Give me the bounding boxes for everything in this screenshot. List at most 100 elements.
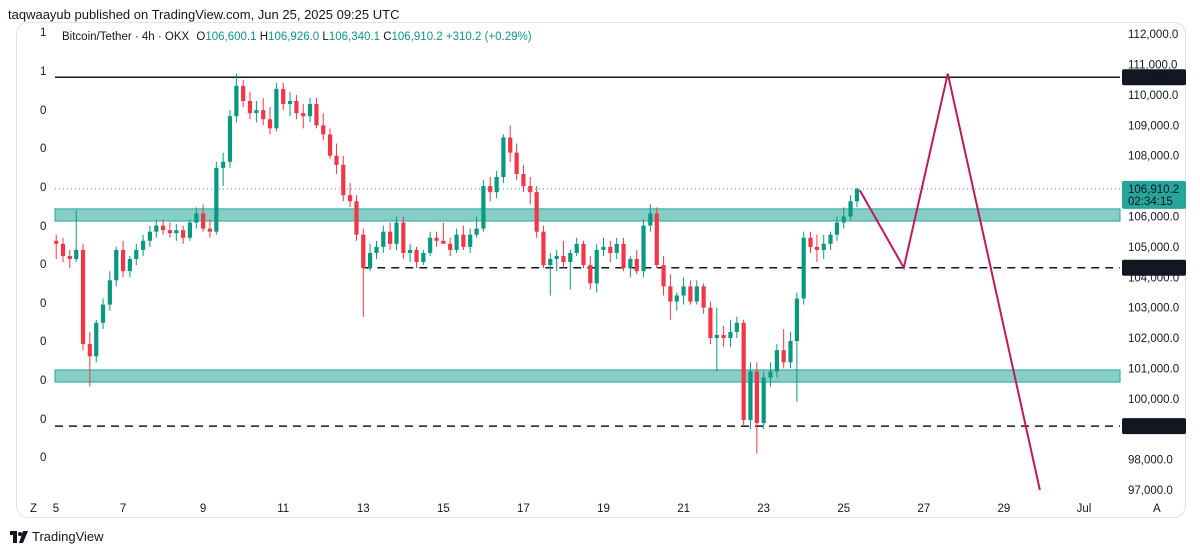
candle-body	[794, 298, 799, 342]
candle-body	[714, 334, 719, 339]
candle-body	[801, 237, 806, 299]
time-axis[interactable]: 5 7 9 11 13 15 17 19 21 23 25 27 29 Jul	[53, 503, 1092, 515]
y-tick-label: 98,000.0	[1128, 455, 1173, 467]
brand-label: TradingView	[32, 529, 104, 544]
candle-body	[334, 155, 339, 165]
candle-body	[254, 110, 259, 114]
candle-body	[287, 101, 293, 105]
candle-body	[761, 377, 766, 424]
last-price-tag	[1122, 180, 1186, 209]
level-price-tag	[1122, 418, 1186, 435]
candle-body	[201, 213, 206, 229]
candle-body	[701, 286, 706, 308]
last-price-value: 106,910.2	[1128, 184, 1179, 196]
candle-body	[534, 192, 539, 232]
candle-body	[161, 225, 166, 231]
candle-body	[568, 252, 573, 263]
y-tick-label: 109,000.0	[1128, 120, 1179, 132]
x-tick-label: 13	[357, 503, 370, 515]
left-scale-label: 1	[40, 27, 46, 39]
candle-body	[561, 255, 566, 263]
projection-line	[858, 73, 1041, 491]
candle-body	[601, 246, 606, 250]
symbol-label[interactable]: Bitcoin/Tether · 4h · OKX	[62, 31, 190, 43]
candle-body	[187, 222, 193, 238]
x-tick-label: Jul	[1077, 503, 1092, 515]
candle-body	[314, 104, 319, 126]
left-scale-label: 0	[40, 336, 46, 348]
candle-body	[494, 176, 499, 193]
candle-body	[421, 252, 426, 263]
left-scale-label: 0	[40, 221, 46, 233]
candle-body	[194, 213, 199, 223]
tradingview-brand[interactable]: TradingView	[10, 529, 104, 544]
candle-body	[167, 230, 173, 234]
left-scale-label: 0	[40, 259, 46, 271]
candle-body	[508, 137, 513, 153]
candle-body	[548, 259, 553, 266]
candle-body	[294, 101, 299, 114]
candle-body	[147, 231, 152, 241]
left-scale-label: 0	[40, 182, 46, 194]
close-label: C	[383, 31, 392, 43]
x-tick-label: 17	[517, 503, 530, 515]
x-tick-label: 23	[757, 503, 770, 515]
x-tick-label: 25	[837, 503, 850, 515]
candle-body	[821, 243, 826, 250]
level-price-tag	[1122, 69, 1186, 86]
candle-body	[828, 234, 833, 244]
candle-body	[721, 334, 726, 339]
y-tick-label: 97,000.0	[1128, 485, 1173, 497]
candle-body	[661, 265, 666, 287]
y-tick-label: 100,000.0	[1128, 394, 1179, 406]
open-value: 106,600.1	[205, 31, 257, 43]
corner-label-left: Z	[30, 503, 37, 515]
low-value: 106,340.1	[328, 31, 380, 43]
candle-body	[367, 252, 373, 269]
candle-body	[774, 350, 779, 372]
candle-body	[634, 259, 639, 272]
high-label: H	[259, 31, 269, 43]
candle-body	[181, 230, 186, 238]
candle-body	[541, 231, 546, 266]
candle-body	[261, 110, 266, 120]
candle-body	[134, 249, 139, 260]
candle-body	[461, 234, 466, 247]
candle-body	[674, 295, 679, 302]
candle-body	[401, 222, 406, 253]
candle-body	[120, 249, 126, 272]
candle-body	[281, 88, 286, 105]
candle-body	[321, 125, 326, 135]
candle-body	[834, 222, 840, 235]
candle-body	[848, 201, 853, 217]
candle-body	[428, 237, 433, 253]
candle-body	[501, 137, 506, 177]
candle-body	[694, 286, 699, 302]
candle-body	[554, 255, 559, 260]
candle-body	[574, 243, 579, 253]
y-tick-label: 105,000.0	[1128, 242, 1179, 254]
candle-body	[174, 230, 179, 234]
y-tick-label: 111,000.0	[1128, 60, 1177, 72]
level-price-tag-text: 99,102.4	[1128, 421, 1173, 433]
candle-body	[80, 249, 86, 345]
candle-body	[481, 186, 486, 229]
high-value: 106,926.0	[268, 31, 320, 43]
candle-body	[267, 119, 273, 129]
x-tick-label: 5	[53, 503, 59, 515]
low-label: L	[322, 31, 329, 43]
x-tick-label: 21	[677, 503, 690, 515]
candle-body	[354, 201, 359, 235]
last-price-countdown: 02:34:15	[1128, 196, 1173, 208]
candle-body	[668, 286, 673, 302]
price-labels: 110,580.4 104,314.3 99,102.4 106,910.202:34…	[1122, 69, 1186, 435]
candle-body	[741, 322, 746, 421]
candle-body	[581, 243, 586, 266]
x-tick-label: 27	[917, 503, 930, 515]
publisher-line: taqwaayub published on TradingView.com, …	[8, 7, 400, 22]
candle-body	[474, 228, 479, 235]
y-tick-label: 108,000.0	[1128, 151, 1179, 163]
candle-body	[454, 234, 459, 250]
candle-body	[87, 344, 92, 357]
